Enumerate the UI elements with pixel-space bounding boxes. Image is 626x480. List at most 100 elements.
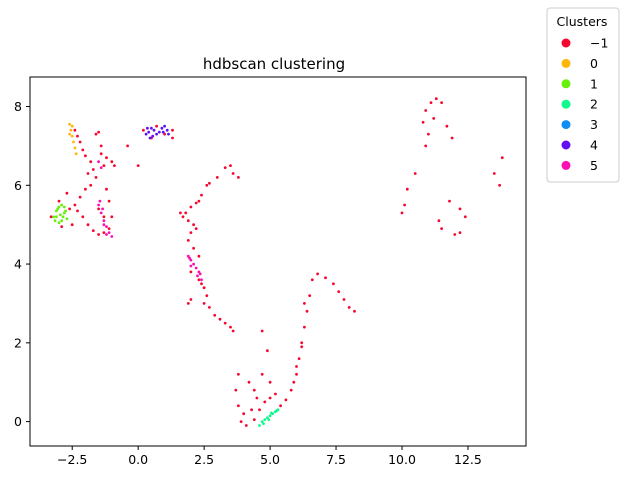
plot-frame xyxy=(29,76,527,447)
point-cluster-5-2 xyxy=(97,203,100,207)
point-cluster-noise-4 xyxy=(84,154,87,158)
point-cluster-noise-115 xyxy=(300,345,304,349)
point-cluster-noise-12 xyxy=(84,187,87,191)
legend-marker-4 xyxy=(561,120,571,130)
point-cluster-noise-16 xyxy=(81,215,85,219)
point-cluster-1-6 xyxy=(60,219,64,223)
point-cluster-noise-105 xyxy=(308,294,312,297)
point-cluster-5-4 xyxy=(102,219,106,223)
point-cluster-noise-109 xyxy=(332,282,335,286)
point-cluster-noise-117 xyxy=(260,329,264,333)
point-cluster-noise-38 xyxy=(65,191,69,195)
point-cluster-2-4 xyxy=(268,414,272,418)
legend: Clusters −1 0 1 2 3 4 5 xyxy=(546,7,620,183)
point-cluster-1-10 xyxy=(58,213,62,217)
point-cluster-noise-87 xyxy=(252,418,256,421)
point-cluster-noise-31 xyxy=(70,223,74,227)
point-cluster-noise-28 xyxy=(57,199,61,203)
x-tick-label: 2.5 xyxy=(194,452,214,467)
point-cluster-5-11 xyxy=(101,207,104,211)
point-cluster-noise-90 xyxy=(268,396,272,400)
point-cluster-noise-144 xyxy=(458,207,462,211)
point-cluster-noise-60 xyxy=(186,219,190,223)
point-cluster-4-0 xyxy=(144,132,148,136)
point-cluster-0-1 xyxy=(69,128,73,132)
point-cluster-1-0 xyxy=(52,215,56,219)
point-cluster-noise-63 xyxy=(186,239,190,242)
point-cluster-noise-34 xyxy=(86,172,90,175)
point-cluster-0-3 xyxy=(72,140,75,144)
point-cluster-4-4 xyxy=(155,132,159,136)
point-cluster-noise-29 xyxy=(49,215,53,219)
point-cluster-noise-61 xyxy=(192,223,196,227)
point-cluster-4-12 xyxy=(148,136,152,140)
point-cluster-noise-49 xyxy=(231,172,235,175)
point-cluster-noise-57 xyxy=(189,205,193,209)
y-tick-label: 8 xyxy=(14,99,22,114)
point-cluster-noise-138 xyxy=(458,231,462,235)
point-cluster-noise-136 xyxy=(440,227,443,231)
point-cluster-1-8 xyxy=(55,215,58,219)
point-cluster-noise-100 xyxy=(295,372,298,376)
point-cluster-noise-3 xyxy=(81,148,85,152)
point-cluster-noise-123 xyxy=(424,109,428,112)
point-cluster-noise-130 xyxy=(445,124,449,128)
y-axis: 0 2 4 6 8 xyxy=(14,99,30,429)
point-cluster-noise-62 xyxy=(189,231,193,235)
point-cluster-noise-50 xyxy=(237,176,240,179)
point-cluster-noise-98 xyxy=(284,398,288,402)
point-cluster-noise-59 xyxy=(181,215,185,219)
point-cluster-noise-119 xyxy=(292,380,296,384)
point-cluster-2-3 xyxy=(266,416,269,419)
point-cluster-noise-137 xyxy=(453,233,457,236)
point-cluster-noise-26 xyxy=(105,156,108,160)
point-cluster-noise-13 xyxy=(78,195,82,199)
point-cluster-noise-7 xyxy=(97,130,100,134)
point-cluster-0-2 xyxy=(70,134,74,138)
point-cluster-noise-18 xyxy=(91,229,95,233)
point-cluster-4-1 xyxy=(147,130,151,134)
point-cluster-noise-106 xyxy=(310,278,314,282)
point-cluster-noise-68 xyxy=(202,286,206,290)
point-cluster-4-9 xyxy=(151,134,155,138)
x-tick-label: 7.5 xyxy=(326,452,346,467)
x-tick-label: 0.0 xyxy=(128,452,148,467)
point-cluster-noise-80 xyxy=(202,302,206,305)
point-cluster-noise-70 xyxy=(208,306,211,309)
point-cluster-4-3 xyxy=(152,128,156,132)
point-cluster-1-7 xyxy=(57,221,61,225)
point-cluster-noise-143 xyxy=(492,172,496,175)
point-cluster-noise-145 xyxy=(437,219,441,223)
point-cluster-noise-128 xyxy=(427,132,430,136)
point-cluster-4-6 xyxy=(163,124,167,128)
point-cluster-1-11 xyxy=(56,207,60,211)
y-tick-label: 4 xyxy=(14,257,22,272)
point-cluster-5-21 xyxy=(198,272,202,276)
point-cluster-4-2 xyxy=(150,126,153,130)
point-cluster-noise-79 xyxy=(179,211,182,215)
point-cluster-noise-97 xyxy=(279,404,282,408)
point-cluster-noise-77 xyxy=(186,302,190,305)
legend-entries: −1 0 1 2 3 4 5 xyxy=(561,36,608,173)
point-cluster-2-1 xyxy=(260,420,264,423)
point-cluster-noise-1 xyxy=(76,134,79,138)
point-cluster-1-12 xyxy=(64,209,67,213)
point-cluster-5-10 xyxy=(98,199,102,203)
point-cluster-noise-132 xyxy=(400,211,404,215)
point-cluster-noise-103 xyxy=(303,325,306,329)
point-cluster-noise-78 xyxy=(194,227,198,231)
legend-label-4: 3 xyxy=(590,117,598,132)
point-cluster-noise-69 xyxy=(205,294,209,297)
point-cluster-noise-41 xyxy=(142,128,145,132)
x-axis: −2.5 0.0 2.5 5.0 7.5 10.0 12.5 xyxy=(57,446,482,467)
point-cluster-noise-96 xyxy=(242,412,246,416)
point-cluster-noise-91 xyxy=(274,392,277,396)
point-cluster-noise-81 xyxy=(200,282,203,286)
legend-title: Clusters xyxy=(557,14,608,29)
point-cluster-1-13 xyxy=(53,219,57,223)
point-cluster-5-19 xyxy=(196,274,199,278)
point-cluster-1-5 xyxy=(65,217,69,221)
point-cluster-noise-64 xyxy=(192,246,196,250)
point-cluster-5-5 xyxy=(105,225,108,229)
